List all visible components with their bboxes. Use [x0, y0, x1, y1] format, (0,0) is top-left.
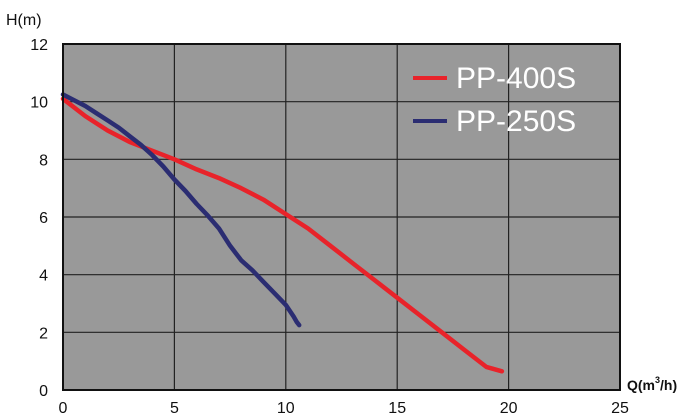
- series-group: [60, 92, 505, 374]
- x-tick-label: 0: [59, 400, 68, 417]
- legend-label-pp-250s: PP-250S: [456, 105, 576, 138]
- legend-label-pp-400s: PP-400S: [456, 62, 576, 95]
- y-tick-label: 12: [30, 37, 48, 54]
- x-axis-label: Q(m3/h): [627, 375, 677, 393]
- series-line-pp-250s: [60, 92, 302, 328]
- x-tick-label: 10: [277, 400, 295, 417]
- x-axis-label-tail: /h): [660, 377, 677, 393]
- x-tick-label: 15: [388, 400, 406, 417]
- plot-frame: [62, 43, 621, 391]
- x-tick-label: 25: [611, 400, 629, 417]
- series-line-pp-400s: [60, 96, 505, 374]
- y-tick-label: 0: [39, 383, 48, 400]
- y-tick-label: 4: [39, 268, 48, 285]
- x-tick-label: 20: [500, 400, 518, 417]
- x-axis-label-superscript: 3: [655, 375, 660, 385]
- legend: PP-400S PP-250S: [413, 62, 576, 138]
- x-axis-label-main: Q(m: [627, 377, 655, 393]
- y-tick-label: 2: [39, 325, 48, 342]
- y-tick-label: 6: [39, 210, 48, 227]
- y-tick-label: 10: [30, 95, 48, 112]
- y-axis-label: H(m): [6, 12, 42, 29]
- x-tick-label: 5: [170, 400, 179, 417]
- y-tick-labels: 0 2 4 6 8 10 12: [30, 37, 48, 400]
- x-tick-labels: 0 5 10 15 20 25: [59, 400, 629, 417]
- y-tick-label: 8: [39, 152, 48, 169]
